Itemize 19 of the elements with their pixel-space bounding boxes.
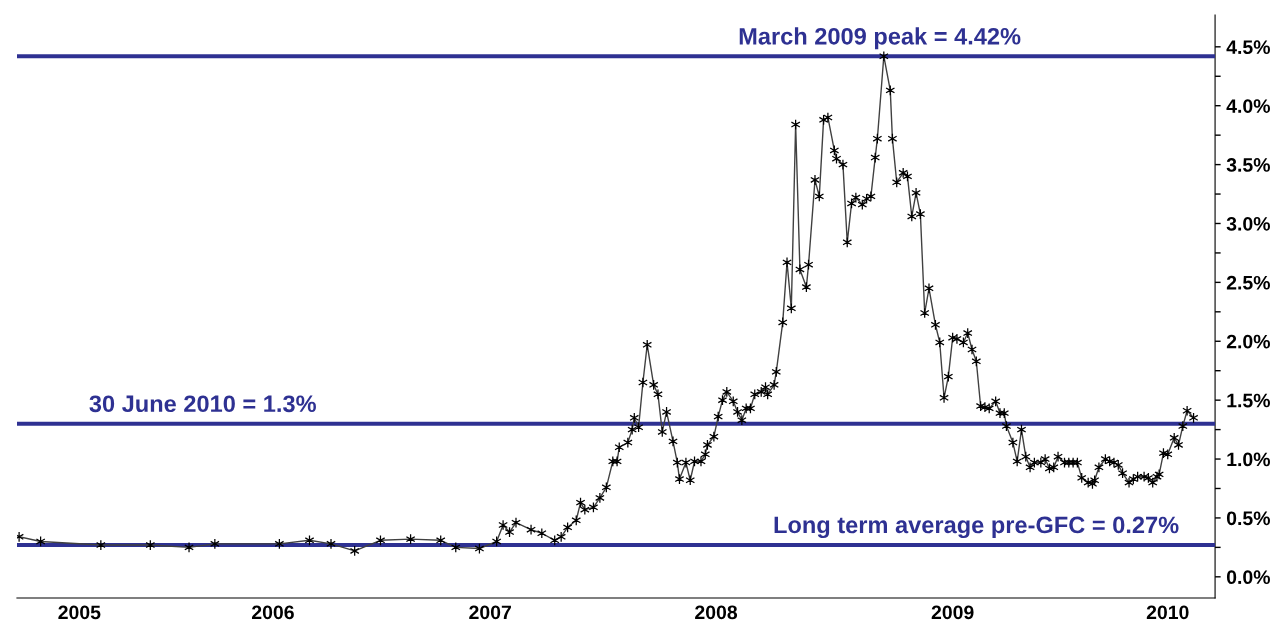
y-tick-label: 0.0% [1226, 570, 1270, 585]
x-tick-label: 2009 [931, 605, 974, 620]
x-tick-label: 2005 [58, 605, 101, 620]
y-tick-label: 2.5% [1226, 275, 1270, 290]
x-tick-label: 2008 [695, 605, 738, 620]
ref-line-label: Long term average pre-GFC = 0.27% [774, 516, 1179, 539]
x-tick-label: 2010 [1146, 605, 1189, 620]
x-tick-label: 2007 [469, 605, 511, 620]
y-tick-label: 3.5% [1226, 158, 1270, 172]
y-tick-label: 0.5% [1226, 511, 1270, 526]
y-tick-label: 4.0% [1226, 99, 1270, 113]
y-tick-label: 4.5% [1226, 40, 1270, 55]
y-tick-label: 2.0% [1226, 334, 1270, 349]
x-tick-label: 2006 [251, 605, 294, 620]
ref-line-label: 30 June 2010 = 1.3% [89, 395, 316, 413]
y-tick-label: 3.0% [1226, 216, 1270, 231]
y-tick-label: 1.0% [1227, 452, 1270, 467]
ref-line-label: March 2009 peak = 4.42% [739, 27, 1021, 50]
y-tick-label: 1.5% [1227, 393, 1270, 408]
